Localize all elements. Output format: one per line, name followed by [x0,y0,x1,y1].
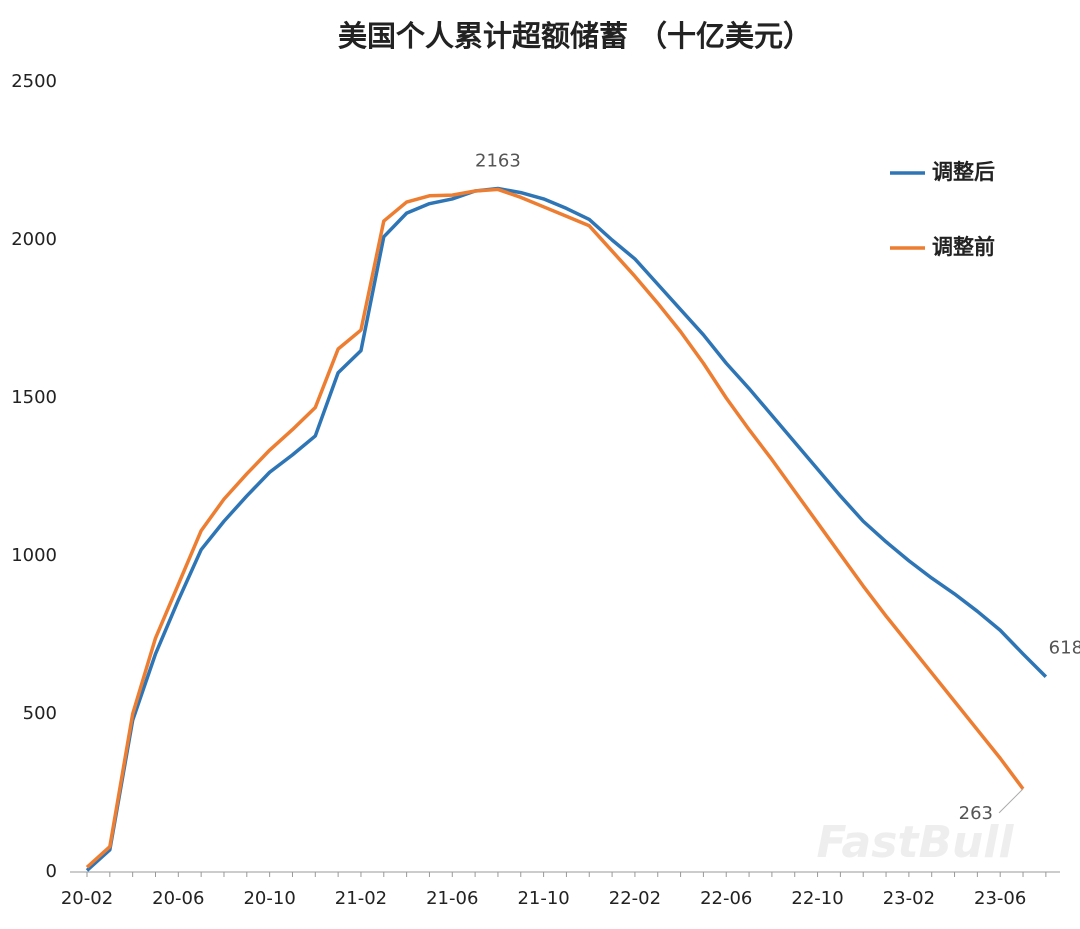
series-line [85,186,1048,872]
x-tick-label: 22-02 [609,888,661,909]
x-tick-label: 22-10 [791,888,843,909]
y-tick-label: 0 [46,861,57,882]
y-tick-label: 2500 [11,71,57,92]
y-tick-label: 2000 [11,229,57,250]
x-tick-label: 20-02 [61,888,113,909]
data-label: 2163 [475,150,521,171]
watermark: FastBull [817,817,1015,868]
y-tick-label: 500 [23,703,57,724]
y-tick-label: 1500 [11,387,57,408]
x-tick-label: 20-10 [243,888,295,909]
series-line [85,187,1025,869]
legend-label: 调整前 [932,235,995,259]
x-tick-label: 21-06 [426,888,478,909]
x-tick-label: 23-06 [974,888,1026,909]
data-label: 263 [959,803,993,824]
x-tick-label: 22-06 [700,888,752,909]
y-tick-label: 1000 [11,545,57,566]
x-tick-label: 20-06 [152,888,204,909]
x-tick-label: 23-02 [883,888,935,909]
x-tick-label: 21-02 [335,888,387,909]
legend-label: 调整后 [932,160,995,184]
x-tick-label: 21-10 [517,888,569,909]
data-label: 618 [1049,638,1080,659]
leader-line [998,788,1024,814]
chart-title: 美国个人累计超额储蓄 （十亿美元） [338,19,812,53]
